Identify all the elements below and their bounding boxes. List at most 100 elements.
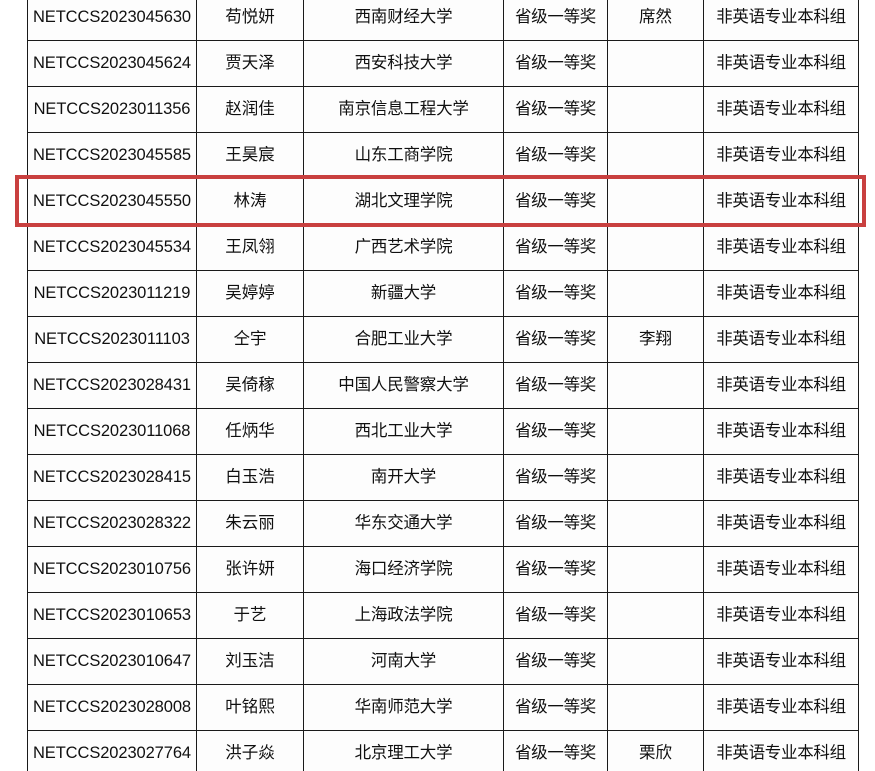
cell-student-name: 王昊宸 bbox=[196, 132, 304, 179]
cell-competition-group: 非英语专业本科组 bbox=[703, 638, 859, 685]
cell-advisor-name bbox=[607, 454, 704, 501]
cell-competition-group: 非英语专业本科组 bbox=[703, 500, 859, 547]
cell-competition-group: 非英语专业本科组 bbox=[703, 730, 859, 771]
cell-advisor-name bbox=[607, 408, 704, 455]
cell-student-name: 叶铭熙 bbox=[196, 684, 304, 731]
cell-award-level: 省级一等奖 bbox=[503, 40, 608, 87]
cell-student-name: 于艺 bbox=[196, 592, 304, 639]
cell-advisor-name bbox=[607, 86, 704, 133]
cell-competition-group: 非英语专业本科组 bbox=[703, 178, 859, 225]
cell-award-level: 省级一等奖 bbox=[503, 362, 608, 409]
cell-school-name: 南开大学 bbox=[303, 454, 504, 501]
cell-award-level: 省级一等奖 bbox=[503, 546, 608, 593]
cell-registration-number: NETCCS2023028008 bbox=[27, 684, 197, 731]
cell-competition-group: 非英语专业本科组 bbox=[703, 270, 859, 317]
cell-student-name: 贾天泽 bbox=[196, 40, 304, 87]
cell-award-level: 省级一等奖 bbox=[503, 86, 608, 133]
cell-registration-number: NETCCS2023028322 bbox=[27, 500, 197, 547]
cell-award-level: 省级一等奖 bbox=[503, 592, 608, 639]
cell-registration-number: NETCCS2023011219 bbox=[27, 270, 197, 317]
table-row[interactable]: NETCCS2023045550 林涛 湖北文理学院 省级一等奖 非英语专业本科组 bbox=[27, 178, 859, 225]
cell-registration-number: NETCCS2023028415 bbox=[27, 454, 197, 501]
cell-registration-number: NETCCS2023027764 bbox=[27, 730, 197, 771]
cell-advisor-name bbox=[607, 684, 704, 731]
cell-student-name: 仝宇 bbox=[196, 316, 304, 363]
cell-competition-group: 非英语专业本科组 bbox=[703, 408, 859, 455]
table-row[interactable]: NETCCS2023045630 苟悦妍 西南财经大学 省级一等奖 席然 非英语专业本科组 bbox=[27, 0, 859, 41]
cell-registration-number: NETCCS2023010647 bbox=[27, 638, 197, 685]
cell-student-name: 吴倚稼 bbox=[196, 362, 304, 409]
cell-registration-number: NETCCS2023045585 bbox=[27, 132, 197, 179]
table-row[interactable]: NETCCS2023045624 贾天泽 西安科技大学 省级一等奖 非英语专业本科组 bbox=[27, 40, 859, 87]
cell-school-name: 北京理工大学 bbox=[303, 730, 504, 771]
cell-advisor-name bbox=[607, 592, 704, 639]
cell-advisor-name bbox=[607, 500, 704, 547]
cell-school-name: 湖北文理学院 bbox=[303, 178, 504, 225]
cell-school-name: 合肥工业大学 bbox=[303, 316, 504, 363]
cell-registration-number: NETCCS2023045630 bbox=[27, 0, 197, 41]
table-row[interactable]: NETCCS2023011103 仝宇 合肥工业大学 省级一等奖 李翔 非英语专业本科组 bbox=[27, 316, 859, 363]
cell-school-name: 西北工业大学 bbox=[303, 408, 504, 455]
table-row[interactable]: NETCCS2023028415 白玉浩 南开大学 省级一等奖 非英语专业本科组 bbox=[27, 454, 859, 501]
cell-advisor-name bbox=[607, 178, 704, 225]
cell-student-name: 白玉浩 bbox=[196, 454, 304, 501]
cell-award-level: 省级一等奖 bbox=[503, 0, 608, 41]
table-row[interactable]: NETCCS2023045585 王昊宸 山东工商学院 省级一等奖 非英语专业本科组 bbox=[27, 132, 859, 179]
table-row[interactable]: NETCCS2023011356 赵润佳 南京信息工程大学 省级一等奖 非英语专业本科组 bbox=[27, 86, 859, 133]
cell-advisor-name bbox=[607, 362, 704, 409]
cell-advisor-name bbox=[607, 224, 704, 271]
cell-award-level: 省级一等奖 bbox=[503, 500, 608, 547]
cell-advisor-name bbox=[607, 270, 704, 317]
cell-competition-group: 非英语专业本科组 bbox=[703, 132, 859, 179]
table-row[interactable]: NETCCS2023010653 于艺 上海政法学院 省级一等奖 非英语专业本科组 bbox=[27, 592, 859, 639]
cell-registration-number: NETCCS2023010756 bbox=[27, 546, 197, 593]
table-row[interactable]: NETCCS2023028431 吴倚稼 中国人民警察大学 省级一等奖 非英语专业本科组 bbox=[27, 362, 859, 409]
table-row[interactable]: NETCCS2023011068 任炳华 西北工业大学 省级一等奖 非英语专业本科组 bbox=[27, 408, 859, 455]
cell-advisor-name: 席然 bbox=[607, 0, 704, 41]
cell-registration-number: NETCCS2023045550 bbox=[27, 178, 197, 225]
cell-award-level: 省级一等奖 bbox=[503, 132, 608, 179]
cell-competition-group: 非英语专业本科组 bbox=[703, 316, 859, 363]
cell-award-level: 省级一等奖 bbox=[503, 684, 608, 731]
cell-advisor-name bbox=[607, 638, 704, 685]
table-row[interactable]: NETCCS2023028322 朱云丽 华东交通大学 省级一等奖 非英语专业本科组 bbox=[27, 500, 859, 547]
cell-student-name: 吴婷婷 bbox=[196, 270, 304, 317]
cell-student-name: 刘玉洁 bbox=[196, 638, 304, 685]
cell-student-name: 苟悦妍 bbox=[196, 0, 304, 41]
cell-competition-group: 非英语专业本科组 bbox=[703, 362, 859, 409]
table-row[interactable]: NETCCS2023011219 吴婷婷 新疆大学 省级一等奖 非英语专业本科组 bbox=[27, 270, 859, 317]
cell-competition-group: 非英语专业本科组 bbox=[703, 0, 859, 41]
cell-school-name: 山东工商学院 bbox=[303, 132, 504, 179]
cell-award-level: 省级一等奖 bbox=[503, 270, 608, 317]
cell-student-name: 赵润佳 bbox=[196, 86, 304, 133]
award-results-table: NETCCS2023045630 苟悦妍 西南财经大学 省级一等奖 席然 非英语专业本科组… bbox=[27, 0, 859, 771]
cell-registration-number: NETCCS2023045624 bbox=[27, 40, 197, 87]
cell-advisor-name bbox=[607, 40, 704, 87]
cell-award-level: 省级一等奖 bbox=[503, 454, 608, 501]
cell-school-name: 海口经济学院 bbox=[303, 546, 504, 593]
cell-school-name: 华南师范大学 bbox=[303, 684, 504, 731]
cell-school-name: 西南财经大学 bbox=[303, 0, 504, 41]
table-row[interactable]: NETCCS2023010647 刘玉洁 河南大学 省级一等奖 非英语专业本科组 bbox=[27, 638, 859, 685]
table-row[interactable]: NETCCS2023027764 洪子焱 北京理工大学 省级一等奖 栗欣 非英语专业本科组 bbox=[27, 730, 859, 771]
cell-competition-group: 非英语专业本科组 bbox=[703, 546, 859, 593]
table-row[interactable]: NETCCS2023045534 王凤翎 广西艺术学院 省级一等奖 非英语专业本科组 bbox=[27, 224, 859, 271]
cell-school-name: 上海政法学院 bbox=[303, 592, 504, 639]
cell-school-name: 河南大学 bbox=[303, 638, 504, 685]
cell-school-name: 新疆大学 bbox=[303, 270, 504, 317]
award-table-body: NETCCS2023045630 苟悦妍 西南财经大学 省级一等奖 席然 非英语专业本科组… bbox=[27, 0, 859, 771]
cell-advisor-name: 李翔 bbox=[607, 316, 704, 363]
cell-competition-group: 非英语专业本科组 bbox=[703, 86, 859, 133]
cell-student-name: 洪子焱 bbox=[196, 730, 304, 771]
cell-competition-group: 非英语专业本科组 bbox=[703, 40, 859, 87]
cell-competition-group: 非英语专业本科组 bbox=[703, 454, 859, 501]
cell-registration-number: NETCCS2023011068 bbox=[27, 408, 197, 455]
cell-student-name: 张许妍 bbox=[196, 546, 304, 593]
cell-registration-number: NETCCS2023045534 bbox=[27, 224, 197, 271]
table-row[interactable]: NETCCS2023028008 叶铭熙 华南师范大学 省级一等奖 非英语专业本科组 bbox=[27, 684, 859, 731]
table-row[interactable]: NETCCS2023010756 张许妍 海口经济学院 省级一等奖 非英语专业本科组 bbox=[27, 546, 859, 593]
cell-competition-group: 非英语专业本科组 bbox=[703, 592, 859, 639]
cell-student-name: 王凤翎 bbox=[196, 224, 304, 271]
cell-award-level: 省级一等奖 bbox=[503, 408, 608, 455]
cell-competition-group: 非英语专业本科组 bbox=[703, 224, 859, 271]
